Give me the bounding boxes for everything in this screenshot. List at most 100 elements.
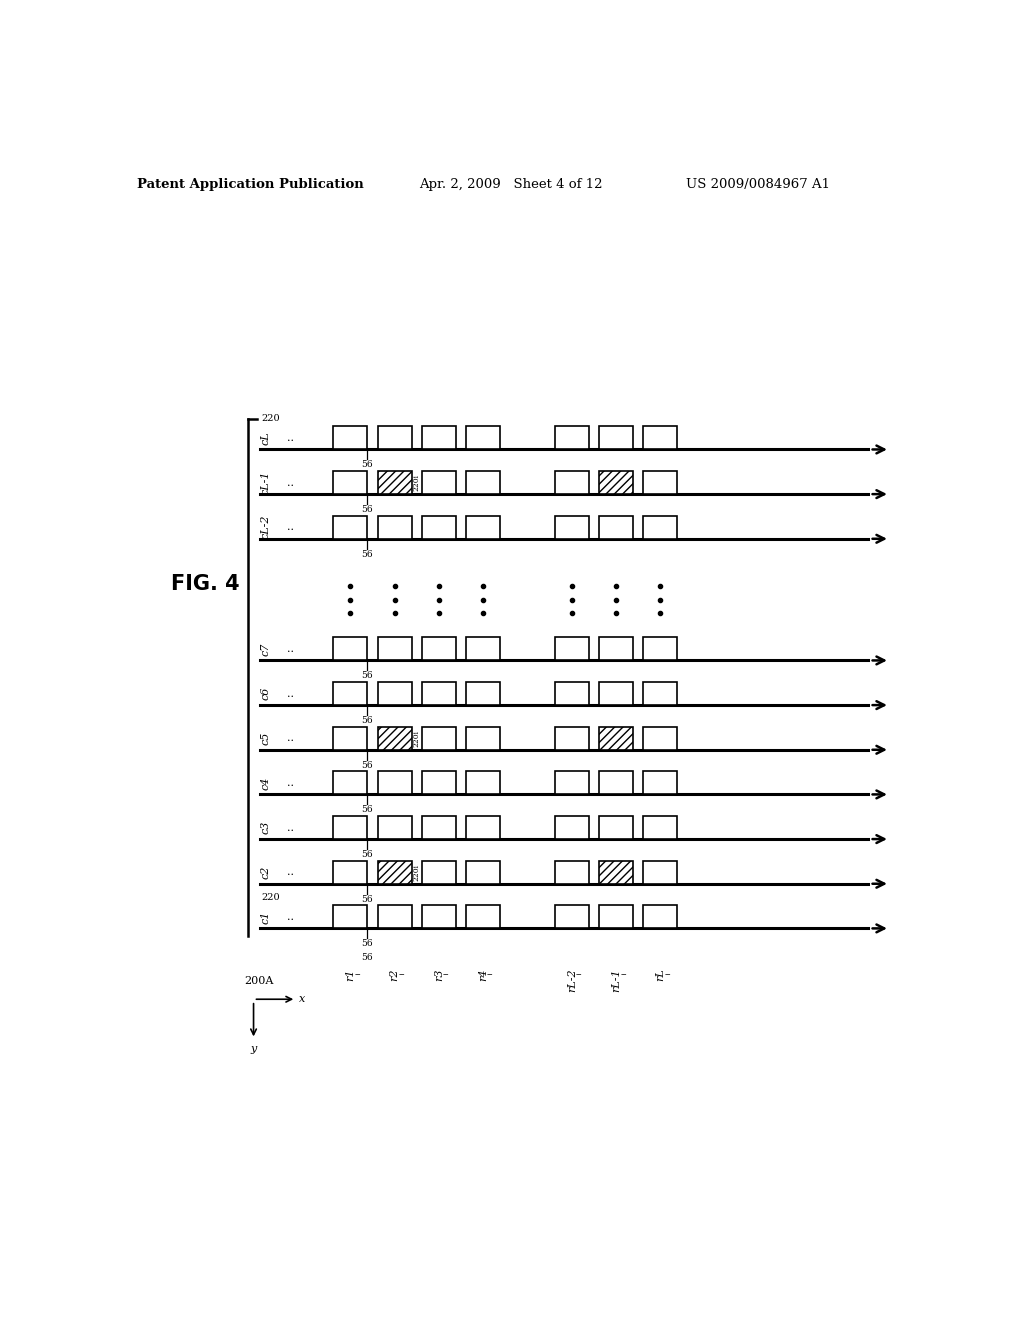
Bar <box>466 682 500 705</box>
Text: 56: 56 <box>360 940 373 948</box>
Bar <box>466 906 500 928</box>
Bar <box>643 426 678 450</box>
Text: rL-1: rL-1 <box>611 969 622 993</box>
Bar <box>643 682 678 705</box>
Text: cL-2: cL-2 <box>260 515 270 540</box>
Bar <box>643 906 678 928</box>
Bar <box>555 726 589 750</box>
Bar <box>378 861 412 884</box>
Text: 56: 56 <box>360 549 373 558</box>
Bar <box>378 426 412 450</box>
Bar <box>466 816 500 840</box>
Text: --: -- <box>486 970 494 979</box>
Bar <box>334 426 368 450</box>
Bar <box>422 861 456 884</box>
Bar <box>466 726 500 750</box>
Text: c7: c7 <box>260 643 270 656</box>
Text: ..: .. <box>288 912 294 921</box>
Text: r4: r4 <box>478 969 488 981</box>
Bar <box>378 906 412 928</box>
Bar <box>599 471 633 494</box>
Text: 56: 56 <box>360 953 373 962</box>
Text: 220i: 220i <box>413 474 421 491</box>
Bar <box>422 771 456 795</box>
Bar <box>599 638 633 660</box>
Text: FIG. 4: FIG. 4 <box>171 574 240 594</box>
Text: 56: 56 <box>360 895 373 903</box>
Text: c2: c2 <box>260 866 270 879</box>
Bar <box>555 816 589 840</box>
Bar <box>466 861 500 884</box>
Bar <box>422 516 456 539</box>
Text: --: -- <box>398 970 404 979</box>
Text: y: y <box>251 1044 257 1053</box>
Text: 220i: 220i <box>413 863 421 880</box>
Text: ..: .. <box>288 478 294 487</box>
Bar <box>599 906 633 928</box>
Text: c4: c4 <box>260 776 270 789</box>
Text: r3: r3 <box>434 969 443 981</box>
Bar <box>378 682 412 705</box>
Bar <box>378 816 412 840</box>
Text: Patent Application Publication: Patent Application Publication <box>137 178 365 190</box>
Bar <box>334 682 368 705</box>
Bar <box>422 816 456 840</box>
Text: --: -- <box>442 970 450 979</box>
Bar <box>599 682 633 705</box>
Bar <box>555 771 589 795</box>
Bar <box>422 906 456 928</box>
Text: --: -- <box>665 970 671 979</box>
Bar <box>378 726 412 750</box>
Bar <box>555 426 589 450</box>
Bar <box>378 726 412 750</box>
Text: 56: 56 <box>360 461 373 469</box>
Bar <box>599 861 633 884</box>
Text: c6: c6 <box>260 686 270 700</box>
Bar <box>422 426 456 450</box>
Bar <box>422 726 456 750</box>
Bar <box>643 861 678 884</box>
Bar <box>466 771 500 795</box>
Bar <box>599 861 633 884</box>
Text: 220: 220 <box>261 894 280 903</box>
Bar <box>555 471 589 494</box>
Text: 56: 56 <box>360 850 373 859</box>
Bar <box>378 471 412 494</box>
Bar <box>422 682 456 705</box>
Text: 220i: 220i <box>413 730 421 747</box>
Bar <box>378 771 412 795</box>
Bar <box>555 638 589 660</box>
Bar <box>466 471 500 494</box>
Bar <box>334 726 368 750</box>
Text: --: -- <box>354 970 360 979</box>
Text: c3: c3 <box>260 821 270 834</box>
Bar <box>334 906 368 928</box>
Bar <box>378 861 412 884</box>
Bar <box>555 682 589 705</box>
Bar <box>334 771 368 795</box>
Text: 56: 56 <box>360 671 373 680</box>
Text: 200A: 200A <box>245 977 273 986</box>
Text: Apr. 2, 2009   Sheet 4 of 12: Apr. 2, 2009 Sheet 4 of 12 <box>419 178 602 190</box>
Text: --: -- <box>575 970 583 979</box>
Text: ..: .. <box>288 644 294 653</box>
Bar <box>643 726 678 750</box>
Text: 56: 56 <box>360 715 373 725</box>
Bar <box>599 471 633 494</box>
Bar <box>334 638 368 660</box>
Text: r2: r2 <box>389 969 399 981</box>
Bar <box>555 861 589 884</box>
Bar <box>422 638 456 660</box>
Text: x: x <box>299 994 305 1005</box>
Bar <box>599 426 633 450</box>
Bar <box>334 516 368 539</box>
Bar <box>643 816 678 840</box>
Bar <box>555 906 589 928</box>
Bar <box>466 638 500 660</box>
Text: cL-1: cL-1 <box>260 470 270 495</box>
Bar <box>599 726 633 750</box>
Text: ..: .. <box>288 689 294 698</box>
Bar <box>466 516 500 539</box>
Bar <box>378 638 412 660</box>
Text: ..: .. <box>288 433 294 444</box>
